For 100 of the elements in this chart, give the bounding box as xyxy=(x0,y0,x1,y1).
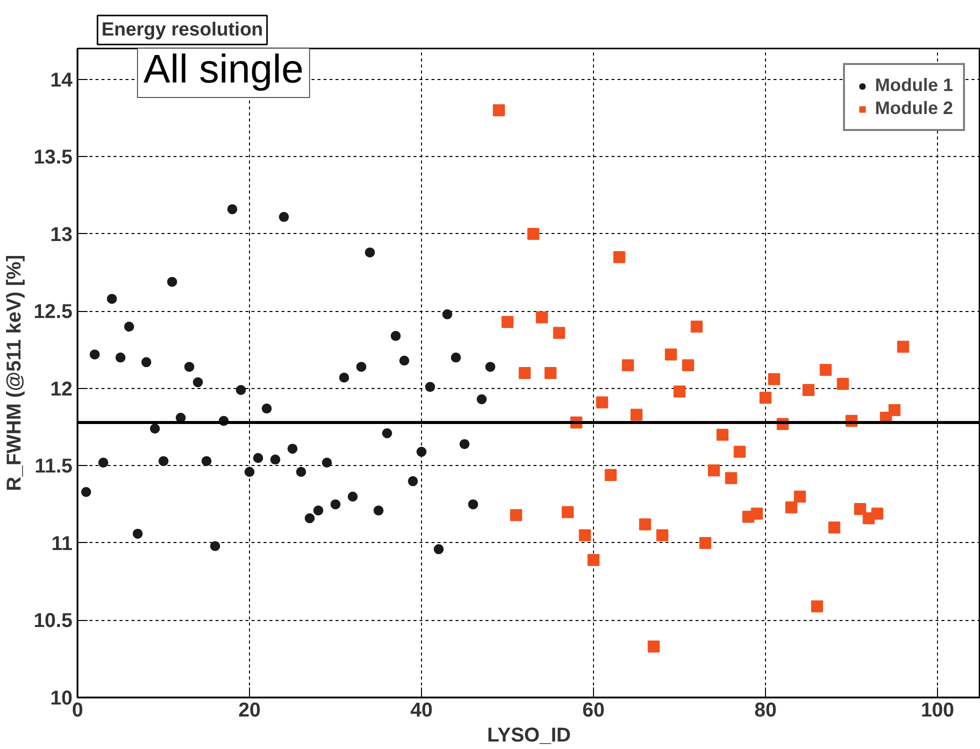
point xyxy=(544,367,556,379)
point xyxy=(578,529,591,542)
point xyxy=(502,316,514,328)
legend-label: Module 1 xyxy=(874,75,953,96)
point xyxy=(476,394,487,404)
point xyxy=(639,518,652,530)
point xyxy=(854,502,866,515)
y-tick-label: 11.5 xyxy=(34,456,73,478)
point xyxy=(434,544,444,554)
point xyxy=(356,362,366,372)
point xyxy=(897,340,910,353)
point xyxy=(527,228,540,240)
point xyxy=(656,529,668,542)
point xyxy=(760,392,772,404)
point xyxy=(794,490,806,503)
point xyxy=(708,464,720,476)
point xyxy=(836,378,849,390)
point xyxy=(622,359,634,372)
point xyxy=(416,446,426,457)
point xyxy=(820,364,832,376)
point xyxy=(296,466,306,477)
point xyxy=(184,362,194,372)
point xyxy=(690,320,703,333)
point xyxy=(716,428,728,441)
point xyxy=(167,276,178,287)
point xyxy=(553,326,566,339)
y-tick-label: 10.5 xyxy=(34,610,73,632)
point xyxy=(450,352,461,363)
point xyxy=(604,468,617,481)
point xyxy=(236,385,246,395)
point xyxy=(348,492,358,502)
y-tick-label: 11 xyxy=(51,532,73,555)
point xyxy=(339,372,350,383)
point xyxy=(304,513,315,524)
point xyxy=(278,212,289,222)
x-tick-label: 0 xyxy=(72,700,84,722)
point xyxy=(90,349,100,360)
point xyxy=(141,357,152,368)
point xyxy=(828,522,840,534)
y-tick-label: 12 xyxy=(50,378,73,400)
point xyxy=(116,352,126,363)
point xyxy=(442,309,452,320)
point xyxy=(785,501,798,514)
point xyxy=(682,359,694,372)
point xyxy=(562,506,574,518)
point xyxy=(699,536,712,549)
legend-label: Module 2 xyxy=(874,98,953,119)
point xyxy=(613,251,626,264)
y-axis-title: R_FWHM (@511 keV) [%] xyxy=(4,254,26,492)
point xyxy=(460,439,470,450)
point xyxy=(158,456,168,466)
point xyxy=(124,322,134,332)
point xyxy=(227,204,238,214)
point xyxy=(802,384,814,396)
point xyxy=(536,311,548,324)
point xyxy=(871,508,884,520)
x-axis-title: LYSO_ID xyxy=(487,724,571,746)
point xyxy=(390,330,401,341)
point xyxy=(244,466,254,477)
point xyxy=(664,348,677,360)
point xyxy=(399,356,410,366)
point xyxy=(210,541,220,552)
point xyxy=(288,444,298,454)
point xyxy=(750,508,763,520)
point xyxy=(425,382,436,392)
point xyxy=(262,404,272,414)
point xyxy=(725,472,738,484)
point xyxy=(408,476,418,486)
point xyxy=(150,424,160,434)
point xyxy=(270,454,280,465)
point xyxy=(588,554,600,566)
point xyxy=(485,362,496,372)
point xyxy=(192,377,203,388)
point xyxy=(106,294,117,304)
x-tick-label: 40 xyxy=(410,700,433,722)
point xyxy=(322,458,332,468)
y-tick-label: 10 xyxy=(50,688,73,710)
point xyxy=(648,640,660,653)
y-tick-label: 12.5 xyxy=(34,301,73,324)
point xyxy=(518,367,531,379)
point xyxy=(768,373,780,386)
point xyxy=(811,600,824,612)
chart-title: Energy resolution xyxy=(102,20,264,40)
point xyxy=(468,499,478,510)
y-tick-label: 13 xyxy=(50,224,73,246)
point xyxy=(253,452,264,463)
point xyxy=(364,247,375,258)
x-tick-label: 60 xyxy=(582,700,605,722)
x-tick-label: 20 xyxy=(238,700,261,722)
point xyxy=(313,506,324,516)
point xyxy=(81,486,92,497)
point xyxy=(382,428,392,438)
point xyxy=(630,408,642,421)
point xyxy=(330,499,340,510)
point xyxy=(492,104,505,116)
point xyxy=(98,458,108,468)
point xyxy=(510,509,522,522)
annotation: All single xyxy=(144,48,304,92)
y-tick-label: 13.5 xyxy=(34,146,73,169)
point xyxy=(202,456,212,466)
